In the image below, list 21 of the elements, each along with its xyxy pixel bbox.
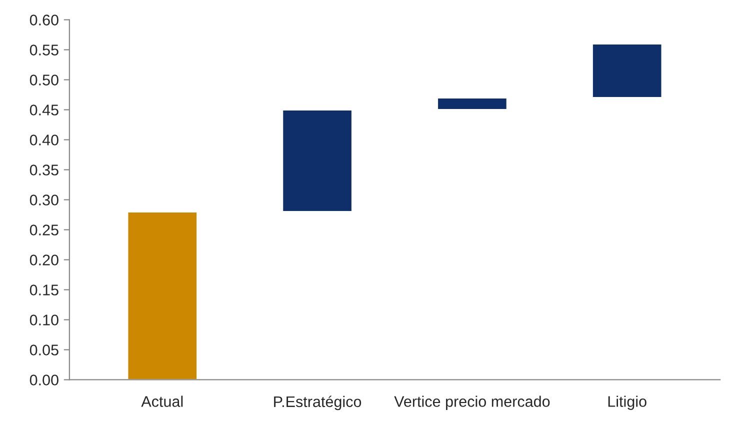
y-tick-label: 0.10: [30, 314, 58, 326]
y-tick-label: 0.45: [30, 104, 58, 116]
bar: [282, 109, 353, 212]
y-tick-label: 0.30: [30, 194, 58, 206]
x-tick-label: Actual: [141, 396, 183, 407]
y-tick-label: 0.05: [30, 344, 58, 356]
y-tick-label: 0.15: [30, 284, 58, 296]
y-tick-label: 0.40: [30, 134, 58, 146]
y-tick-label: 0.20: [30, 254, 58, 266]
bar: [436, 97, 508, 110]
y-tick-label: 0.00: [30, 374, 58, 386]
x-tick-label: Litigio: [608, 396, 646, 410]
bar: [592, 43, 663, 98]
y-tick-label: 0.50: [30, 74, 58, 86]
y-tick-label: 0.60: [30, 14, 58, 26]
y-tick-label: 0.25: [30, 224, 58, 236]
x-tick-label: Vertice precio mercado: [394, 396, 550, 410]
bar: [126, 211, 198, 380]
x-tick-label: P.Estratégico: [274, 396, 362, 410]
y-tick-label: 0.35: [30, 164, 58, 176]
y-tick-label: 0.55: [30, 44, 58, 56]
